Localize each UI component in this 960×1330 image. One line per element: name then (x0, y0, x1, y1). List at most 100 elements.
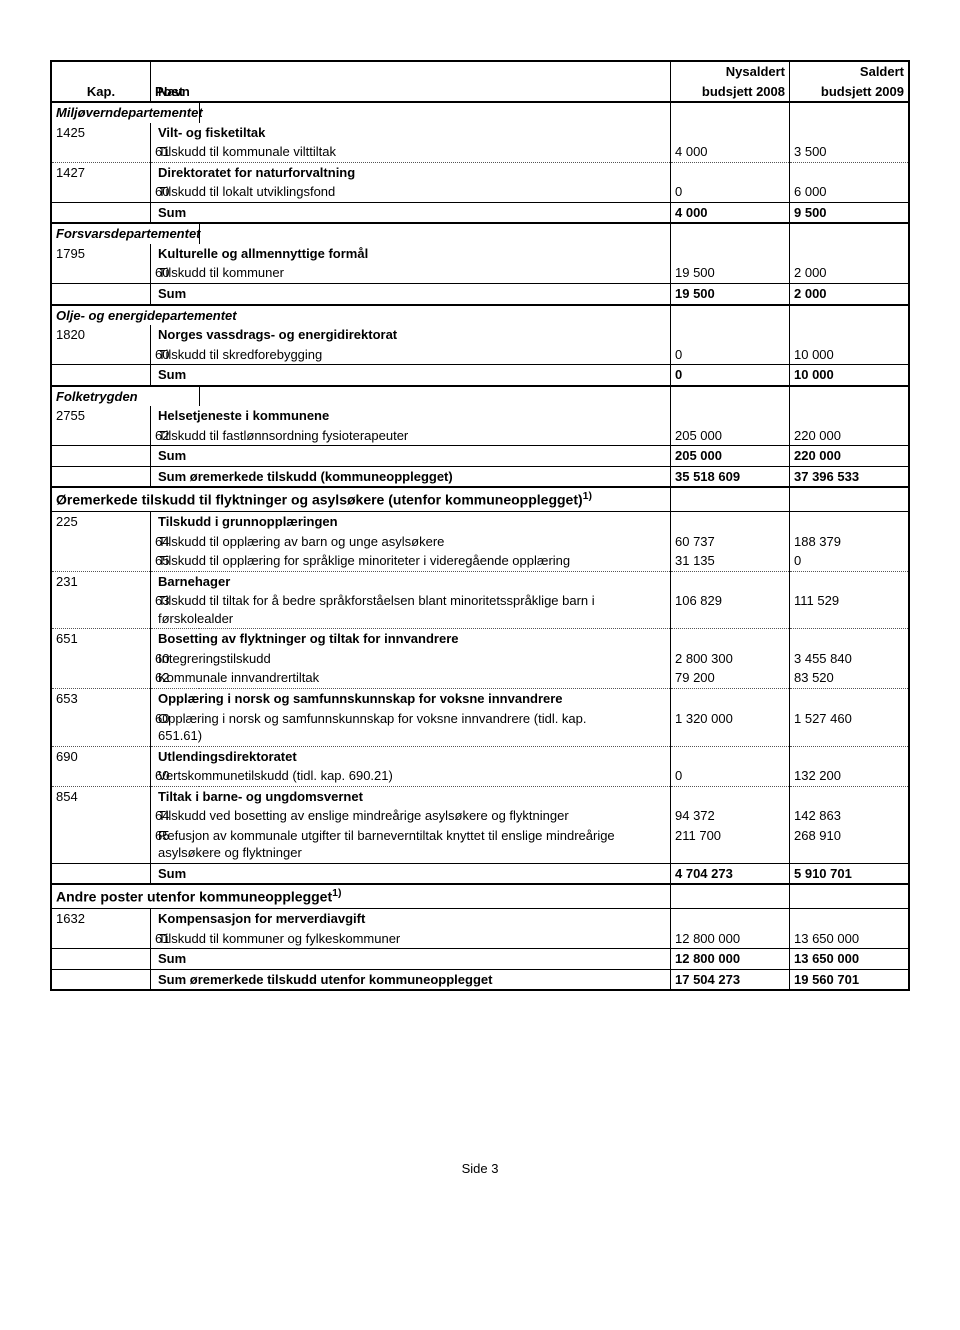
sum-label: Sum (158, 951, 186, 966)
sum-value: 35 518 609 (671, 466, 790, 487)
page-footer: Side 3 (50, 1161, 910, 1176)
navn-cell: Tilskudd til fastlønnsordning fysioterap… (158, 428, 408, 443)
col2-header-a: Saldert (790, 61, 910, 82)
value-cell: 205 000 (671, 426, 790, 446)
sum-value: 2 000 (790, 284, 910, 305)
sum-value: 12 800 000 (671, 949, 790, 970)
kap-cell: 225 (51, 512, 151, 532)
navn-cell: Opplæring i norsk og samfunnskunnskap fo… (158, 691, 563, 706)
navn-cell: Tiltak i barne- og ungdomsvernet (158, 789, 363, 804)
navn-cell: Integreringstilskudd (158, 651, 271, 666)
kap-cell: 2755 (51, 406, 151, 426)
kap-cell: 1632 (51, 908, 151, 928)
sum-label: Sum (158, 205, 186, 220)
sum-value: 17 504 273 (671, 969, 790, 990)
navn-cell: Vertskommunetilskudd (tidl. kap. 690.21) (158, 768, 393, 783)
value-cell: 79 200 (671, 668, 790, 688)
kap-cell: 1820 (51, 325, 151, 345)
kap-header: Kap. (51, 82, 151, 103)
value-cell: 0 (671, 766, 790, 786)
value-cell: 3 500 (790, 142, 910, 162)
value-cell: 0 (671, 345, 790, 365)
value-cell: 111 529 (790, 591, 910, 629)
sum-label: Sum (158, 286, 186, 301)
sum-label: Sum øremerkede tilskudd (kommuneopplegge… (158, 469, 453, 484)
navn-cell: Norges vassdrags- og energidirektorat (158, 327, 397, 342)
budget-table: Nysaldert Saldert Kap. Post Navn budsjet… (50, 60, 910, 991)
sum-value: 5 910 701 (790, 863, 910, 884)
value-cell: 94 372 (671, 806, 790, 826)
navn-cell: Vilt- og fisketiltak (158, 125, 265, 140)
navn-cell: Opplæring i norsk og samfunnskunnskap fo… (158, 711, 587, 744)
kap-cell: 1795 (51, 244, 151, 264)
value-cell: 6 000 (790, 182, 910, 202)
navn-cell: Tilskudd til kommuner (158, 265, 284, 280)
value-cell: 19 500 (671, 263, 790, 283)
sum-value: 205 000 (671, 446, 790, 467)
sum-label: Sum (158, 367, 186, 382)
value-cell: 220 000 (790, 426, 910, 446)
value-cell: 1 320 000 (671, 709, 790, 747)
navn-cell: Kommunale innvandrertiltak (158, 670, 319, 685)
value-cell: 132 200 (790, 766, 910, 786)
value-cell: 60 737 (671, 532, 790, 552)
navn-header: Navn (158, 84, 190, 99)
sum-value: 4 000 (671, 202, 790, 223)
navn-cell: Tilskudd til opplæring av barn og unge a… (158, 534, 444, 549)
sum-value: 4 704 273 (671, 863, 790, 884)
section-title: Andre poster utenfor kommuneopplegget1) (51, 884, 671, 908)
value-cell: 1 527 460 (790, 709, 910, 747)
navn-cell: Barnehager (158, 574, 230, 589)
kap-cell: 1425 (51, 123, 151, 143)
navn-cell: Bosetting av flyktninger og tiltak for i… (158, 631, 459, 646)
sum-value: 220 000 (790, 446, 910, 467)
value-cell: 2 800 300 (671, 649, 790, 669)
value-cell: 268 910 (790, 826, 910, 864)
kap-cell: 651 (51, 629, 151, 649)
value-cell: 3 455 840 (790, 649, 910, 669)
section-title: Folketrygden (51, 386, 199, 407)
sum-label: Sum (158, 448, 186, 463)
value-cell: 2 000 (790, 263, 910, 283)
navn-cell: Kompensasjon for merverdiavgift (158, 911, 365, 926)
value-cell: 188 379 (790, 532, 910, 552)
navn-cell: Tilskudd ved bosetting av enslige mindre… (158, 808, 569, 823)
kap-cell: 1427 (51, 162, 151, 182)
col1-header-b: budsjett 2008 (671, 82, 790, 103)
sum-value: 19 560 701 (790, 969, 910, 990)
value-cell: 106 829 (671, 591, 790, 629)
kap-cell: 854 (51, 786, 151, 806)
navn-cell: Helsetjeneste i kommunene (158, 408, 329, 423)
sum-value: 37 396 533 (790, 466, 910, 487)
value-cell: 10 000 (790, 345, 910, 365)
sum-label: Sum (158, 866, 186, 881)
navn-cell: Tilskudd til opplæring for språklige min… (158, 553, 570, 568)
navn-cell: Tilskudd i grunnopplæringen (158, 514, 338, 529)
sum-value: 13 650 000 (790, 949, 910, 970)
col1-header-a: Nysaldert (671, 61, 790, 82)
sum-value: 10 000 (790, 365, 910, 386)
col2-header-b: budsjett 2009 (790, 82, 910, 103)
section-title: Olje- og energidepartementet (51, 305, 671, 326)
section-title: Øremerkede tilskudd til flyktninger og a… (51, 487, 671, 511)
value-cell: 4 000 (671, 142, 790, 162)
navn-cell: Tilskudd til lokalt utviklingsfond (158, 184, 335, 199)
value-cell: 142 863 (790, 806, 910, 826)
kap-cell: 653 (51, 688, 151, 708)
section-title: Miljøverndepartementet (51, 102, 199, 123)
navn-cell: Kulturelle og allmennyttige formål (158, 246, 368, 261)
value-cell: 0 (790, 551, 910, 571)
navn-cell: Tilskudd til tiltak for å bedre språkfor… (158, 593, 595, 626)
navn-cell: Refusjon av kommunale utgifter til barne… (158, 828, 615, 861)
value-cell: 12 800 000 (671, 929, 790, 949)
value-cell: 0 (671, 182, 790, 202)
value-cell: 83 520 (790, 668, 910, 688)
sum-value: 0 (671, 365, 790, 386)
navn-cell: Utlendingsdirektoratet (158, 749, 297, 764)
section-title: Forsvarsdepartementet (51, 223, 199, 244)
navn-cell: Tilskudd til kommunale vilttiltak (158, 144, 336, 159)
value-cell: 13 650 000 (790, 929, 910, 949)
kap-cell: 231 (51, 571, 151, 591)
navn-cell: Tilskudd til kommuner og fylkeskommuner (158, 931, 400, 946)
value-cell: 31 135 (671, 551, 790, 571)
